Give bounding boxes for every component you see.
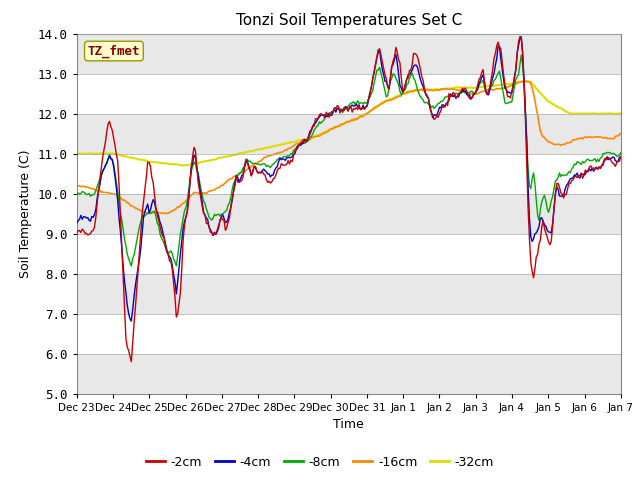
Bar — [77, 354, 621, 394]
Bar — [77, 193, 621, 234]
Bar — [77, 34, 621, 73]
X-axis label: Time: Time — [333, 418, 364, 431]
Bar — [77, 234, 621, 274]
Bar — [77, 313, 621, 354]
Legend: -2cm, -4cm, -8cm, -16cm, -32cm: -2cm, -4cm, -8cm, -16cm, -32cm — [141, 451, 499, 474]
Bar — [77, 274, 621, 313]
Bar — [77, 114, 621, 154]
Text: TZ_fmet: TZ_fmet — [88, 44, 140, 58]
Bar — [77, 73, 621, 114]
Title: Tonzi Soil Temperatures Set C: Tonzi Soil Temperatures Set C — [236, 13, 462, 28]
Bar — [77, 154, 621, 193]
Y-axis label: Soil Temperature (C): Soil Temperature (C) — [19, 149, 32, 278]
